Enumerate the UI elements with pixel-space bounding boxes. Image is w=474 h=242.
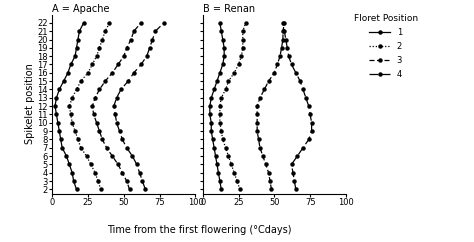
Text: B = Renan: B = Renan [203, 4, 255, 14]
Text: Time from the first flowering (°Cdays): Time from the first flowering (°Cdays) [107, 225, 292, 235]
Y-axis label: Spikelet position: Spikelet position [25, 64, 35, 144]
Legend: 1, 2, 3, 4: 1, 2, 3, 4 [350, 11, 421, 83]
Text: A = Apache: A = Apache [52, 4, 109, 14]
